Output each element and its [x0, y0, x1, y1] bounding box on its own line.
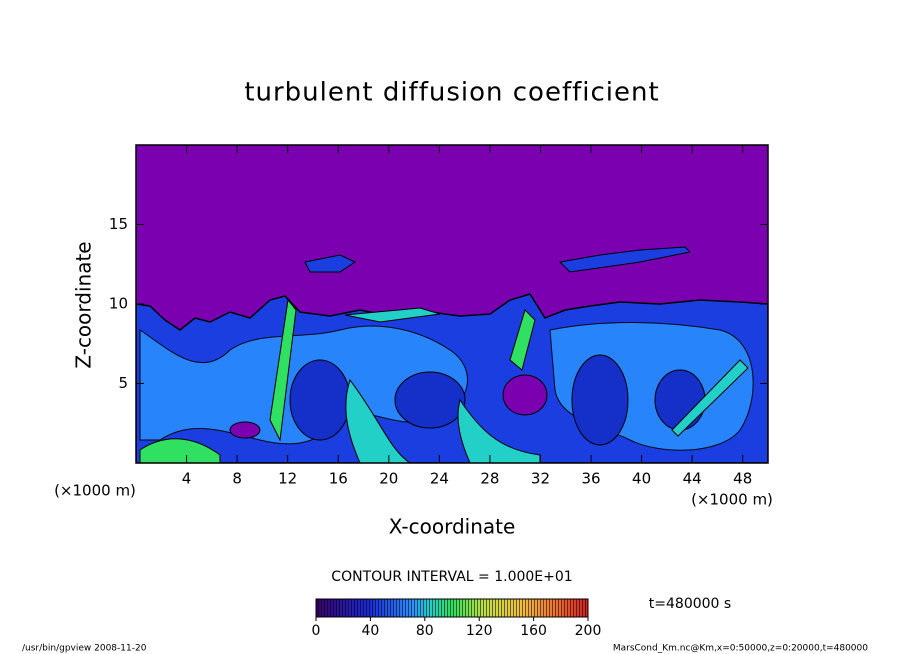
- x-tick-label: 20: [379, 470, 398, 488]
- time-label: t=480000 s: [649, 596, 731, 612]
- field-region: [289, 359, 351, 441]
- colorbar-tick-label: 40: [361, 623, 379, 639]
- x-tick-label: 24: [430, 470, 449, 488]
- field-region: [502, 374, 548, 416]
- footer-right: MarsCond_Km.nc@Km,x=0:50000,z=0:20000,t=…: [613, 644, 868, 654]
- field-region: [344, 307, 441, 323]
- footer-left: /usr/bin/gpview 2008-11-20: [22, 644, 147, 654]
- y-axis-unit: (×1000 m): [54, 482, 136, 500]
- field-region: [509, 309, 536, 371]
- field-region: [229, 421, 261, 439]
- x-axis-unit: (×1000 m): [691, 491, 773, 509]
- x-tick-label: 16: [329, 470, 348, 488]
- y-tick-label: 10: [109, 295, 128, 313]
- chart-title: turbulent diffusion coefficient: [244, 78, 659, 108]
- colorbar-tick-label: 80: [416, 623, 434, 639]
- x-tick-label: 32: [531, 470, 550, 488]
- field-region: [571, 354, 629, 446]
- x-tick-label: 4: [182, 470, 192, 488]
- x-tick-label: 40: [632, 470, 651, 488]
- colorbar-tick-label: 0: [312, 623, 321, 639]
- y-tick-label: 15: [109, 215, 128, 233]
- field-region: [304, 254, 357, 273]
- colorbar-tick-label: 200: [575, 623, 602, 639]
- y-axis-label: Z-coordinate: [72, 241, 96, 368]
- y-tick-label: 5: [118, 374, 128, 392]
- x-tick-label: 44: [683, 470, 702, 488]
- field-region: [269, 298, 297, 442]
- x-tick-label: 36: [581, 470, 600, 488]
- field-region: [139, 438, 221, 463]
- field-region: [654, 369, 706, 431]
- field-region: [394, 371, 466, 429]
- colorbar-tick-label: 120: [466, 623, 493, 639]
- x-tick-label: 8: [232, 470, 242, 488]
- contour-interval: CONTOUR INTERVAL = 1.000E+01: [331, 569, 572, 585]
- field: [136, 145, 768, 463]
- x-tick-label: 12: [278, 470, 297, 488]
- x-tick-label: 28: [480, 470, 499, 488]
- colorbar-frame: [315, 598, 589, 618]
- field-region: [558, 246, 692, 273]
- x-axis-label: X-coordinate: [389, 515, 516, 539]
- x-tick-label: 48: [733, 470, 752, 488]
- field-region: [671, 359, 749, 437]
- colorbar-tick-label: 160: [520, 623, 547, 639]
- field-region: [345, 378, 411, 463]
